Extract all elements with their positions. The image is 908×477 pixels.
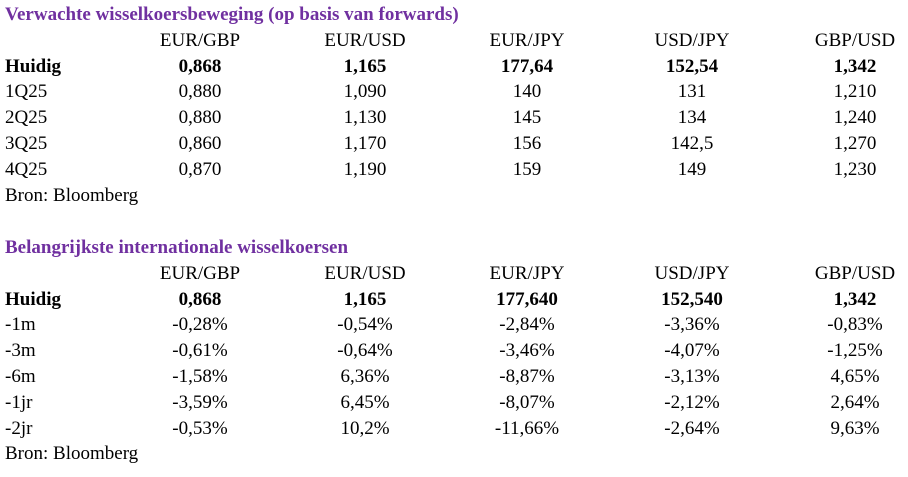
column-header: EUR/GBP: [159, 29, 241, 51]
column-header: USD/JPY: [654, 262, 730, 284]
table-cell: 145: [512, 107, 542, 129]
table-cell: 1,170: [343, 133, 387, 154]
table-cell: 0,880: [178, 81, 222, 103]
table-cell: 1,240: [833, 107, 877, 129]
table-cell: 142,5: [670, 133, 714, 154]
table-cell: 1,210: [833, 81, 877, 103]
table-cell: 0,880: [178, 107, 222, 129]
column-header: GBP/USD: [814, 262, 896, 284]
table-cell: 156: [512, 133, 542, 154]
table-cell: -3,59%: [172, 391, 228, 413]
table-cell: -8,07%: [499, 391, 555, 413]
table-cell: 131: [677, 81, 707, 103]
table-cell: -2,64%: [664, 417, 720, 439]
table-cell: 1,165: [343, 55, 387, 77]
table-title: Verwachte wisselkoersbeweging (op basis …: [5, 4, 459, 25]
table-cell: -1,58%: [172, 366, 228, 387]
table-cell: 152,540: [661, 288, 723, 310]
row-label: -3m: [5, 340, 36, 362]
column-header: GBP/USD: [814, 29, 896, 51]
column-header: EUR/USD: [324, 262, 406, 284]
row-label: 4Q25: [5, 158, 48, 180]
column-header: EUR/GBP: [159, 262, 241, 284]
table-cell: -3,36%: [664, 314, 720, 336]
source-note: Bron: Bloomberg: [5, 184, 139, 206]
table-cell: -3,46%: [499, 340, 555, 362]
table-cell: 177,640: [496, 288, 558, 310]
row-label: -1jr: [5, 391, 33, 413]
table-cell: -1,25%: [827, 340, 883, 362]
table-cell: -0,53%: [172, 417, 228, 439]
table-cell: -2,12%: [664, 391, 720, 413]
table-title: Belangrijkste internationale wisselkoers…: [5, 237, 349, 258]
table-cell: 0,868: [178, 288, 222, 310]
table-cell: 6,36%: [340, 366, 390, 387]
table-cell: 0,870: [178, 158, 222, 180]
table-cell: 0,868: [178, 55, 222, 77]
table-cell: 1,130: [343, 107, 387, 129]
table-cell: 149: [677, 158, 707, 180]
row-label: Huidig: [5, 55, 61, 77]
table-cell: 1,190: [343, 158, 387, 180]
row-label: 1Q25: [5, 81, 48, 103]
table-cell: 134: [677, 107, 707, 129]
table-cell: 2,64%: [830, 391, 880, 413]
table-cell: -0,61%: [172, 340, 228, 362]
table-cell: -8,87%: [499, 366, 555, 387]
table-cell: -0,83%: [827, 314, 883, 336]
table-cell: 4,65%: [830, 366, 880, 387]
row-label: -1m: [5, 314, 36, 336]
table-cell: 1,270: [833, 133, 877, 154]
table-cell: -4,07%: [664, 340, 720, 362]
column-header: USD/JPY: [654, 29, 730, 51]
table-cell: -0,54%: [337, 314, 393, 336]
table-cell: 1,090: [343, 81, 387, 103]
table-cell: 9,63%: [830, 417, 880, 439]
table-cell: 10,2%: [340, 417, 390, 439]
table-cell: 159: [512, 158, 542, 180]
table-cell: 1,165: [343, 288, 387, 310]
column-header: EUR/JPY: [489, 262, 565, 284]
row-label: -6m: [5, 366, 36, 387]
table-cell: 1,230: [833, 158, 877, 180]
column-header: EUR/USD: [324, 29, 406, 51]
table-cell: 140: [512, 81, 542, 103]
table-cell: 152,54: [665, 55, 719, 77]
table-cell: 1,342: [833, 288, 877, 310]
table-cell: 1,342: [833, 55, 877, 77]
table-cell: 0,860: [178, 133, 222, 154]
table-cell: -0,64%: [337, 340, 393, 362]
table-cell: -3,13%: [664, 366, 720, 387]
table-cell: 6,45%: [340, 391, 390, 413]
row-label: -2jr: [5, 417, 33, 439]
table-cell: -2,84%: [499, 314, 555, 336]
row-label: Huidig: [5, 288, 61, 310]
row-label: 2Q25: [5, 107, 48, 129]
table-cell: 177,64: [500, 55, 554, 77]
source-note: Bron: Bloomberg: [5, 443, 139, 465]
table-cell: -11,66%: [494, 417, 560, 439]
column-header: EUR/JPY: [489, 29, 565, 51]
table-cell: -0,28%: [172, 314, 228, 336]
row-label: 3Q25: [5, 133, 48, 154]
